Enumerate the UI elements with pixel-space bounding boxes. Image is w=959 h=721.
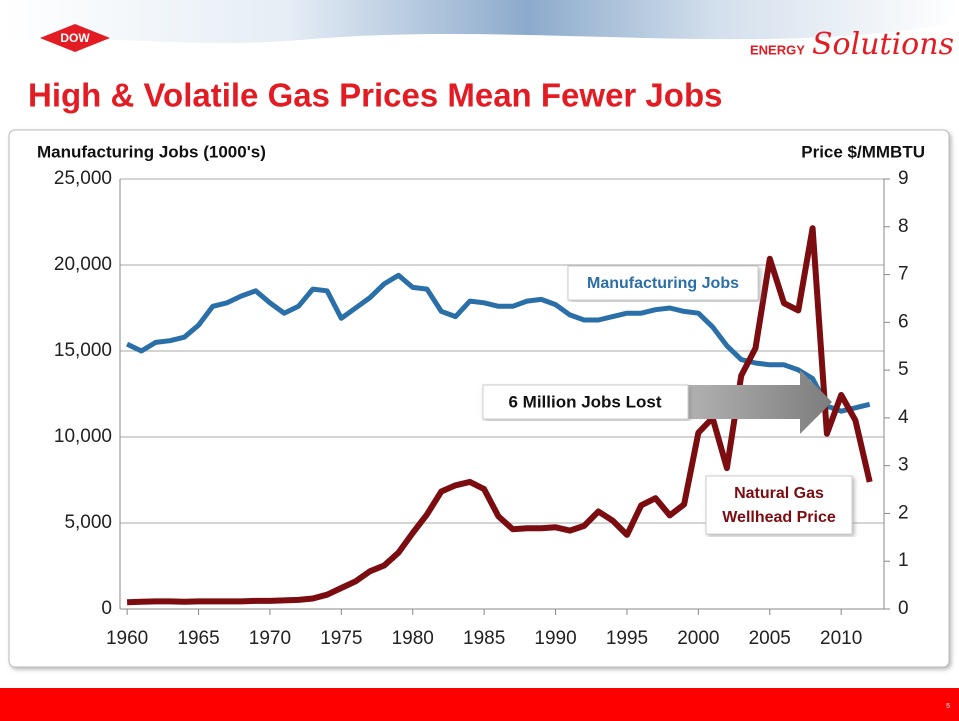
y2-tick-label: 2: [898, 502, 909, 523]
logo-text: DOW: [60, 31, 90, 45]
y2-tick-label: 7: [898, 264, 909, 285]
annotation: Manufacturing Jobs: [587, 275, 739, 292]
y-tick-label: 20,000: [54, 254, 112, 275]
x-tick-label: 2010: [820, 628, 862, 649]
y-tick-label: 5,000: [64, 512, 112, 533]
annotation: Wellhead Price: [722, 509, 836, 526]
annotation-box: [567, 265, 759, 301]
annotation-box: [482, 384, 689, 420]
y2-tick-label: 4: [898, 407, 909, 428]
y-tick-label: 0: [101, 598, 112, 619]
logo: DOW: [40, 24, 110, 52]
x-tick-label: 1970: [249, 628, 291, 649]
slide-title: High & Volatile Gas Prices Mean Fewer Jo…: [28, 77, 722, 114]
x-tick-label: 1960: [106, 628, 148, 649]
jobs-annotation: Manufacturing Jobs: [567, 265, 759, 301]
x-tick-label: 2005: [749, 628, 791, 649]
plot: 0 5,000 10,000 15,000 20,000 25,000 0 1 2 3 4 5 6 7 8 9…: [54, 168, 909, 649]
y2-tick-label: 0: [898, 598, 909, 619]
x-tick-label: 1965: [177, 628, 219, 649]
y-tick-label: 15,000: [54, 340, 112, 361]
y2-tick-label: 8: [898, 216, 909, 237]
page-number: 5: [946, 703, 950, 710]
brand-prefix: ENERGY: [750, 42, 805, 57]
brand: Solutions: [812, 27, 954, 62]
y2-tick-label: 1: [898, 550, 909, 571]
y2-tick-label: 5: [898, 359, 909, 380]
y2-axis-label: Price $/MMBTU: [801, 142, 925, 161]
y-axis-label: Manufacturing Jobs (1000's): [37, 142, 266, 161]
y2-tick-label: 3: [898, 455, 909, 476]
x-tick-label: 1990: [534, 628, 576, 649]
x-tick-label: 1995: [606, 628, 648, 649]
y-tick-label: 10,000: [54, 426, 112, 447]
y2-tick-label: 9: [898, 168, 909, 189]
x-tick-label: 2000: [677, 628, 719, 649]
annotation: 6 Million Jobs Lost: [508, 392, 661, 411]
x-tick-label: 1975: [320, 628, 362, 649]
x-tick-label: 1985: [463, 628, 505, 649]
logo-diamond: [40, 24, 110, 52]
lost-annotation: 6 Million Jobs Lost: [475, 370, 832, 434]
header-swoosh: [0, 0, 959, 45]
y2-tick-label: 6: [898, 311, 909, 332]
annotation: Natural Gas: [734, 485, 824, 502]
series-line: [126, 225, 873, 606]
y-tick-label: 25,000: [54, 168, 112, 189]
x-tick-label: 1980: [392, 628, 434, 649]
gas-annotation: Natural Gas Wellhead Price: [705, 475, 853, 535]
annotation-box: [705, 475, 853, 535]
footer-bar: [0, 688, 959, 721]
